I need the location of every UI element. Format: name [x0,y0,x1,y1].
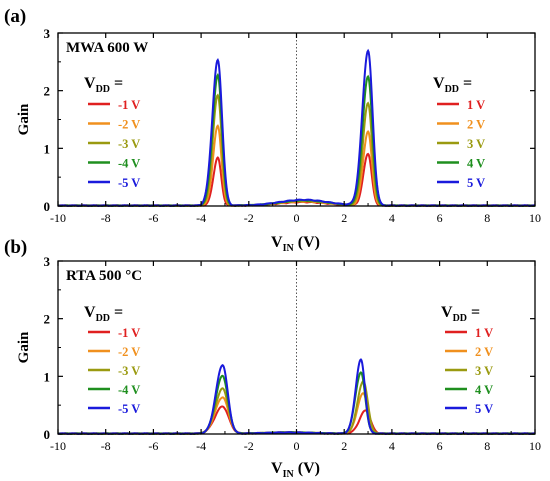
legend-entry: 4 V [475,383,493,397]
legend-left-title: VDD = [84,304,123,324]
legend-entry: 4 V [467,157,485,171]
x-tick-label: 10 [529,439,541,453]
x-tick-label: -8 [101,439,111,453]
x-tick-label: -6 [148,211,158,225]
legend-entry: 5 V [475,402,493,416]
legend-entry: 2 V [467,118,485,132]
y-tick-label: 0 [44,427,51,442]
x-axis-label: VIN (V) [271,460,320,480]
panel-a-label: (a) [4,6,26,27]
panel-annotation: RTA 500 °C [66,268,142,284]
y-tick-label: 1 [44,141,51,156]
legend-entry: -5 V [118,176,140,190]
x-tick-label: 2 [341,439,347,453]
x-tick-label: 6 [437,211,443,225]
chart-panel-b: -10 -8 -6 -4 -2 0 2 4 6 8 10 0 1 2 3 Gain VIN (V) RTA 500… [16,254,541,480]
y-tick-label: 1 [44,369,51,384]
legend-entry: -4 V [118,383,140,397]
legend-entry: 2 V [475,345,493,359]
y-tick-label: 2 [44,84,51,99]
x-tick-label: 0 [294,211,300,225]
legend-entry: -3 V [118,364,140,378]
x-tick-label: 2 [341,211,347,225]
legend-entry: 1 V [467,98,485,112]
x-tick-label: 6 [437,439,443,453]
legend-entry: 3 V [467,137,485,151]
legend-right-title: VDD = [433,75,472,95]
panel-annotation: MWA 600 W [66,40,148,56]
x-axis-label: VIN (V) [271,234,320,254]
x-tick-label: -10 [50,439,66,453]
x-tick-label: 8 [484,211,490,225]
legend-entry: -1 V [118,98,140,112]
chart-panel-a: -10 -8 -6 -4 -2 0 2 4 6 8 10 0 1 2 3 Gain VIN (V) MWA 600… [16,26,541,254]
x-tick-label: -8 [101,211,111,225]
x-tick-label: 10 [529,211,541,225]
x-tick-label: 4 [389,211,395,225]
legend-entry: -1 V [118,326,140,340]
legend-entry: -2 V [118,118,140,132]
legend-entry: -4 V [118,157,140,171]
x-tick-label: 0 [294,439,300,453]
x-tick-label: -4 [196,439,206,453]
x-tick-label: -6 [148,439,158,453]
x-tick-label: -2 [244,439,254,453]
y-axis-label: Gain [16,331,32,363]
y-tick-label: 3 [44,26,51,41]
legend-entry: 5 V [467,176,485,190]
x-tick-label: 8 [484,439,490,453]
legend-entry: -2 V [118,345,140,359]
legend-entry: 3 V [475,364,493,378]
y-axis-label: Gain [16,103,32,135]
y-tick-label: 2 [44,312,51,327]
x-tick-label: -10 [50,211,66,225]
x-tick-label: 4 [389,439,395,453]
y-tick-label: 0 [44,199,51,214]
x-tick-label: -2 [244,211,254,225]
legend-right-title: VDD = [441,304,480,324]
x-tick-label: -4 [196,211,206,225]
y-tick-label: 3 [44,254,51,269]
legend-entry: -5 V [118,402,140,416]
legend-entry: 1 V [475,326,493,340]
legend-entry: -3 V [118,137,140,151]
panel-b-label: (b) [4,237,27,258]
legend-left-title: VDD = [84,75,123,95]
